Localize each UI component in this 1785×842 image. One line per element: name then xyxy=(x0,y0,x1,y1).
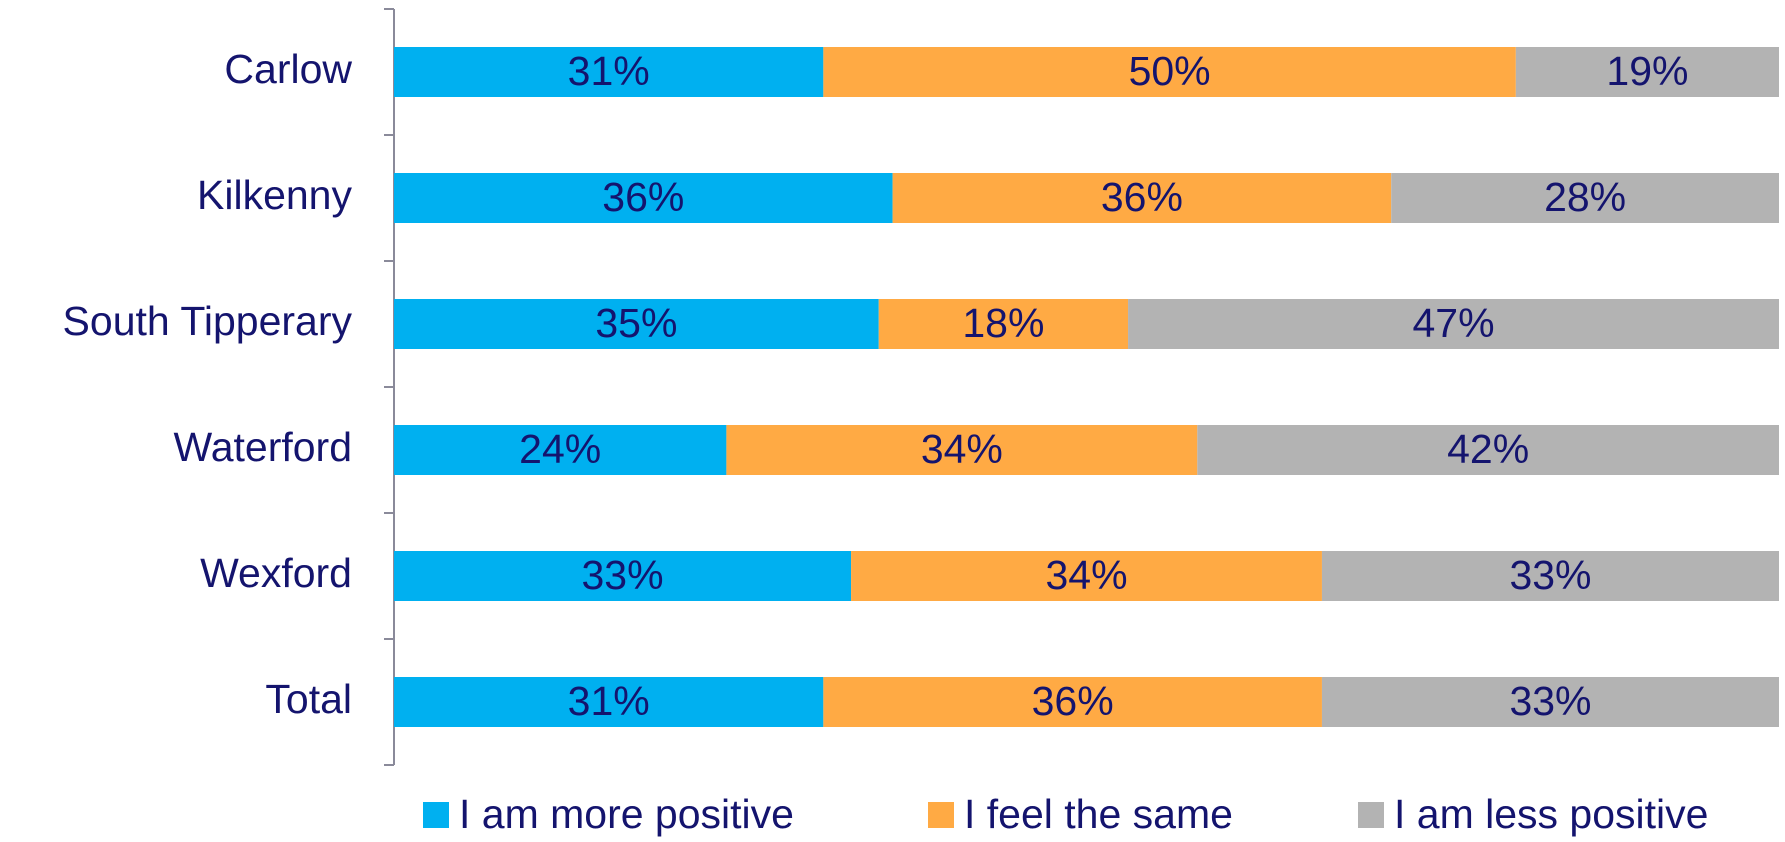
y-tick-label: Kilkenny xyxy=(197,172,352,218)
bar-segment xyxy=(394,677,824,727)
legend-swatch xyxy=(928,802,954,828)
data-label: 36% xyxy=(602,174,684,220)
data-label: 33% xyxy=(581,552,663,598)
legend-label: I am more positive xyxy=(459,791,794,837)
bar-segment xyxy=(1515,47,1779,97)
data-label: 28% xyxy=(1544,174,1626,220)
y-tick-label: Wexford xyxy=(200,550,352,596)
bar-segment xyxy=(394,299,879,349)
data-label: 33% xyxy=(1509,552,1591,598)
data-label: 36% xyxy=(1032,678,1114,724)
bar-segment xyxy=(851,551,1322,601)
bar-segment xyxy=(726,425,1198,475)
data-label: 19% xyxy=(1606,48,1688,94)
y-tick-label: Total xyxy=(265,676,352,722)
y-tick-label: Waterford xyxy=(174,424,352,470)
data-label: 34% xyxy=(921,426,1003,472)
bar-segment xyxy=(394,551,852,601)
legend-swatch xyxy=(423,802,449,828)
data-label: 34% xyxy=(1045,552,1127,598)
bar-segment xyxy=(878,299,1129,349)
bar-segment xyxy=(1128,299,1779,349)
bar-segment xyxy=(1321,551,1779,601)
bar-segment xyxy=(394,47,824,97)
data-label: 35% xyxy=(595,300,677,346)
legend-swatch xyxy=(1358,802,1384,828)
bar-segment xyxy=(1197,425,1779,475)
legend-label: I am less positive xyxy=(1394,791,1708,837)
bar-segment xyxy=(823,47,1516,97)
bar-segment xyxy=(823,677,1322,727)
data-label: 50% xyxy=(1129,48,1211,94)
data-label: 31% xyxy=(568,48,650,94)
data-label: 33% xyxy=(1509,678,1591,724)
bar-segment xyxy=(394,173,893,223)
bar-segment xyxy=(892,173,1392,223)
data-label: 24% xyxy=(519,426,601,472)
y-tick-label: South Tipperary xyxy=(63,298,353,344)
data-label: 31% xyxy=(568,678,650,724)
data-label: 36% xyxy=(1101,174,1183,220)
y-tick-label: Carlow xyxy=(224,46,352,92)
data-label: 42% xyxy=(1447,426,1529,472)
data-label: 47% xyxy=(1412,300,1494,346)
bar-segment xyxy=(394,425,727,475)
data-label: 18% xyxy=(962,300,1044,346)
bar-segment xyxy=(1391,173,1779,223)
bar-segment xyxy=(1321,677,1779,727)
legend-label: I feel the same xyxy=(964,791,1233,837)
